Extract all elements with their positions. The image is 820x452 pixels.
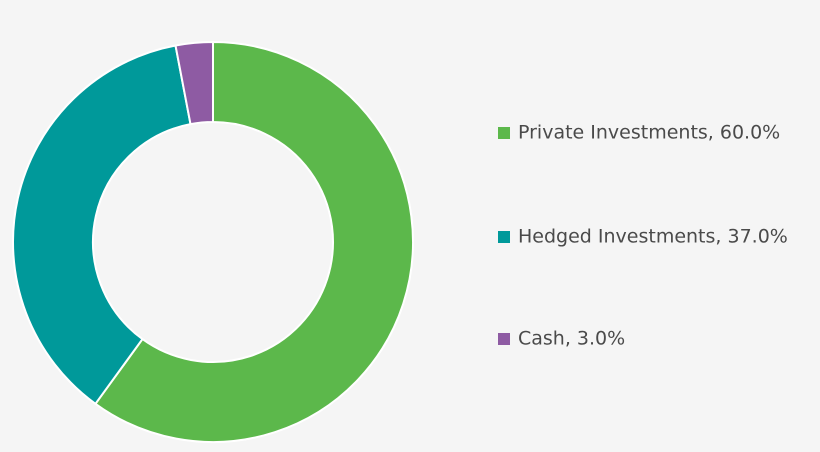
donut-segment bbox=[94, 40, 414, 443]
legend-swatch bbox=[498, 231, 510, 243]
donut-segment bbox=[12, 44, 192, 406]
legend-swatch bbox=[498, 333, 510, 345]
legend-label: Private Investments, 60.0% bbox=[518, 122, 780, 144]
legend-swatch bbox=[498, 127, 510, 139]
legend-label: Hedged Investments, 37.0% bbox=[518, 226, 788, 248]
legend-label: Cash, 3.0% bbox=[518, 328, 625, 350]
donut-segment bbox=[174, 40, 214, 126]
